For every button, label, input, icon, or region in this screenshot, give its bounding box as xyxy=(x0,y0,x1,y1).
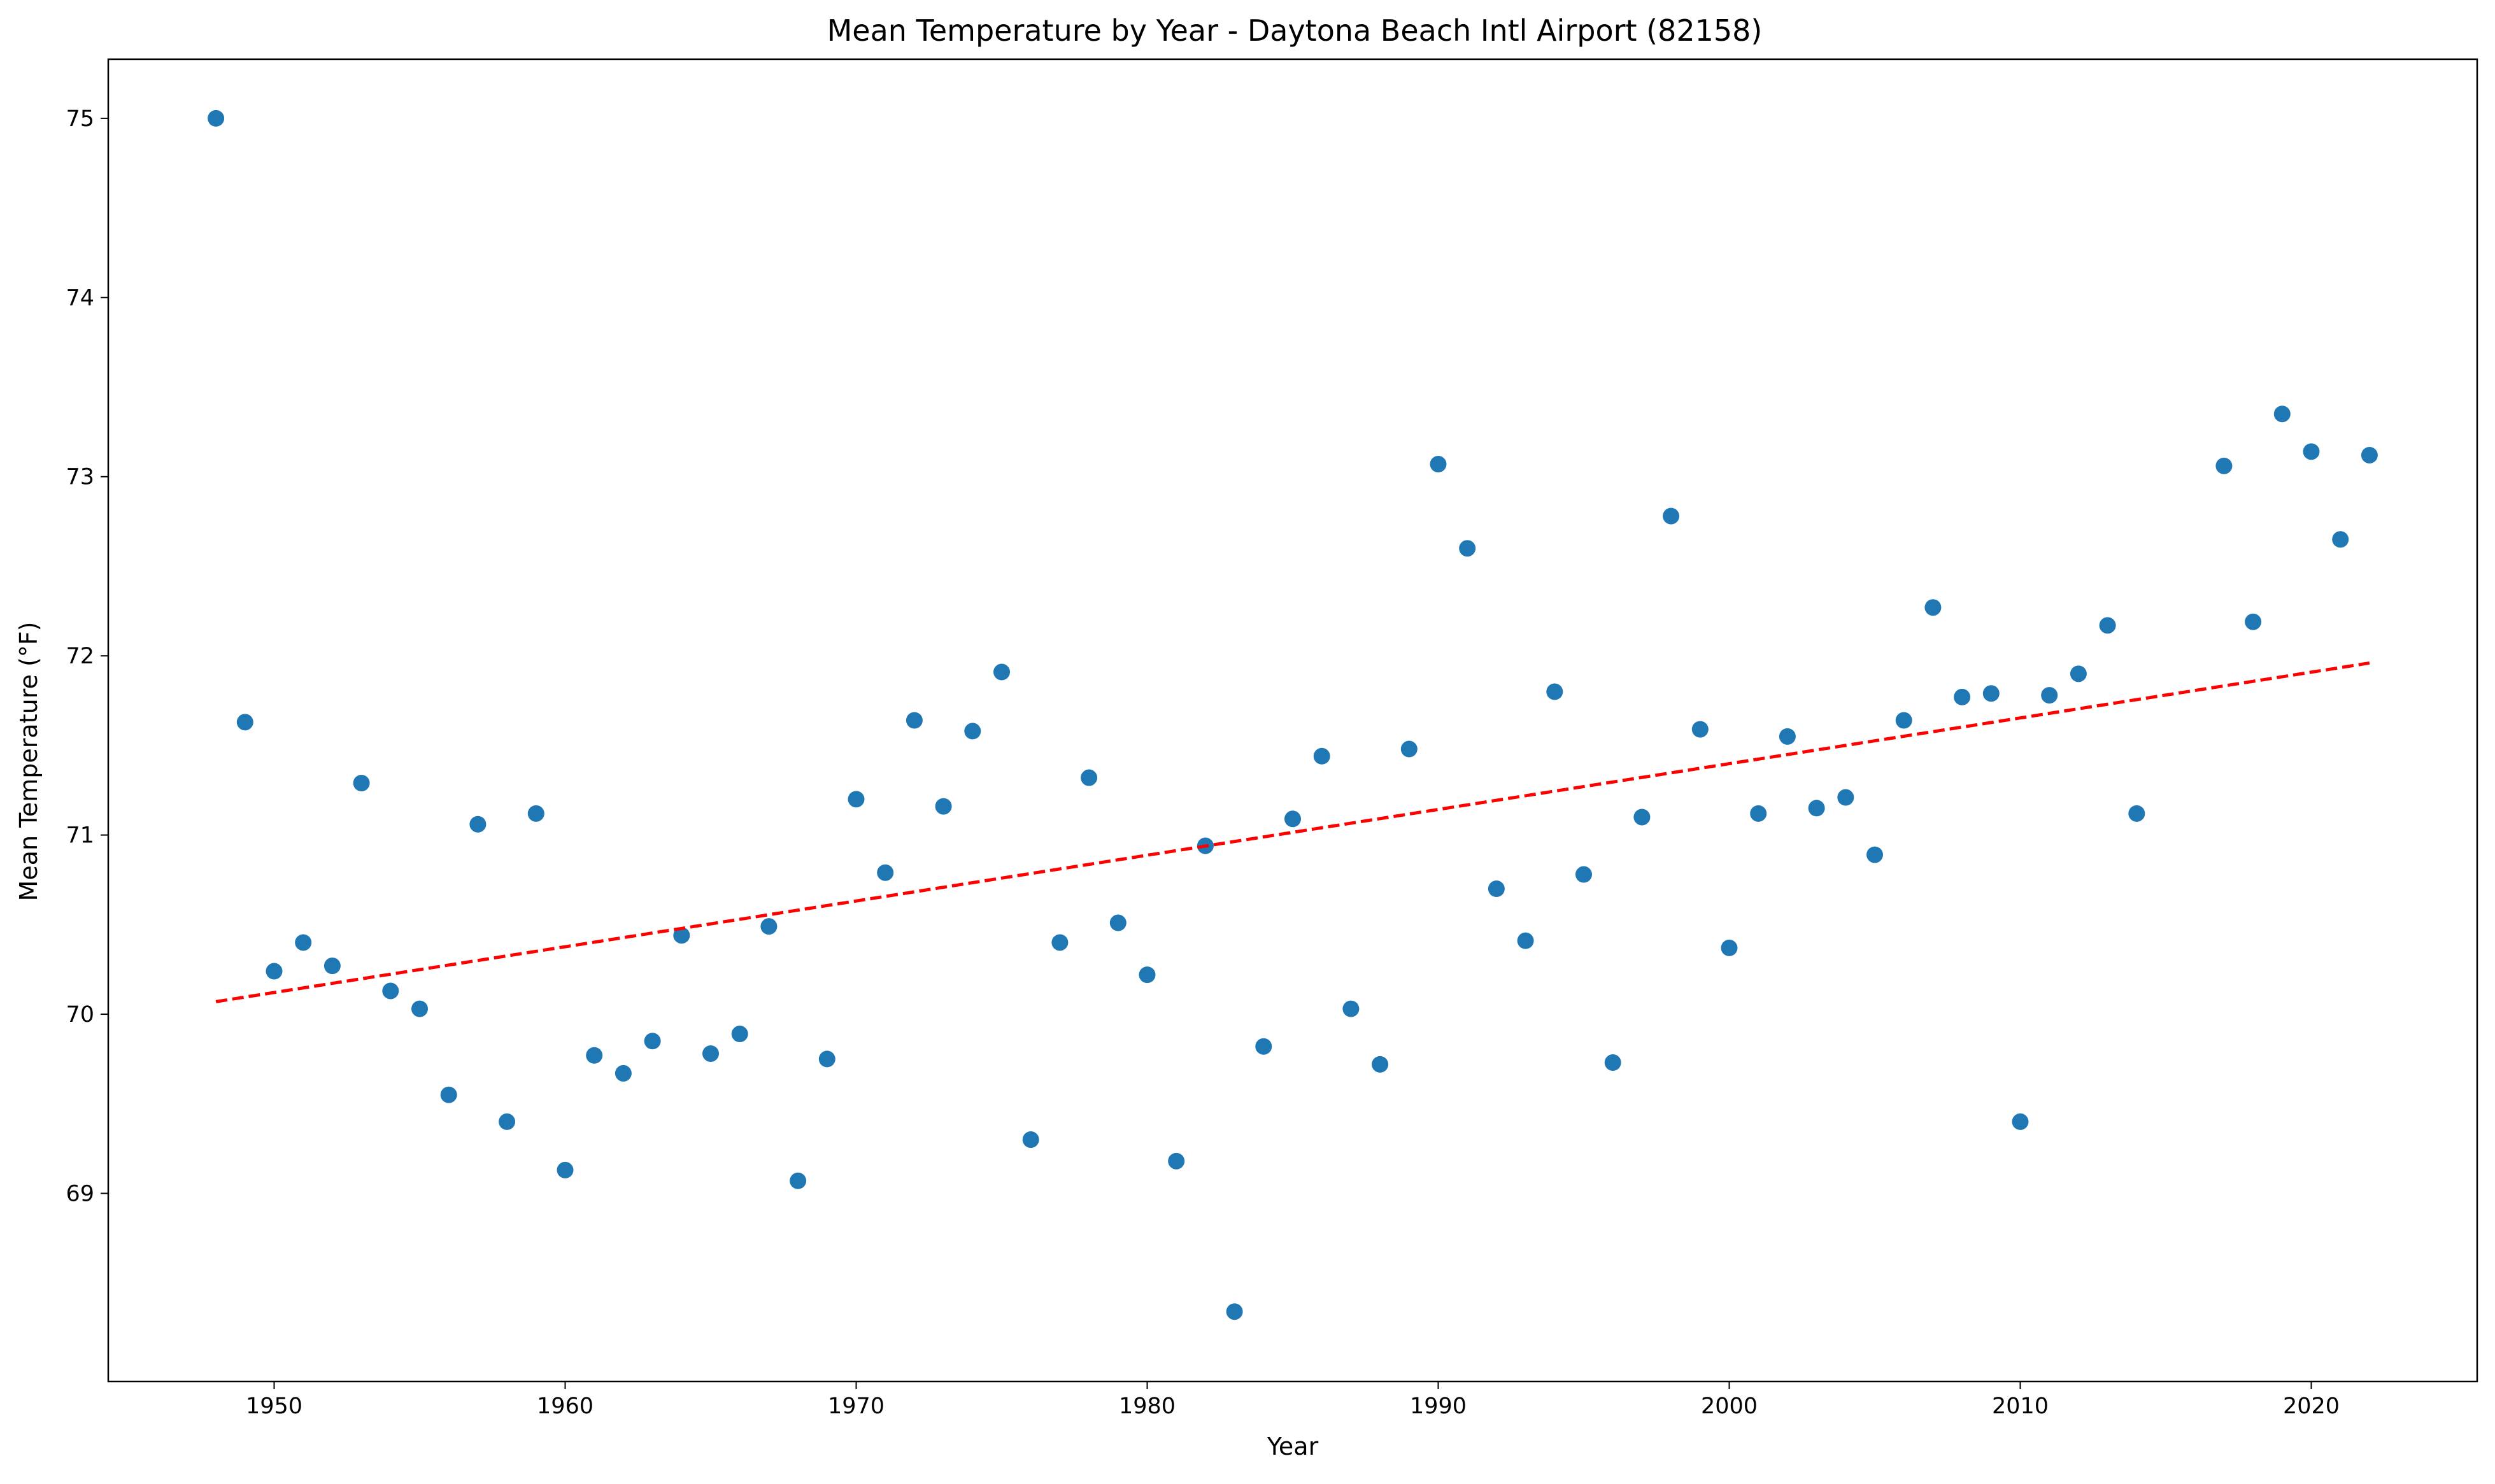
x-tick-label: 2020 xyxy=(2283,1394,2340,1419)
data-point xyxy=(1895,712,1912,729)
x-tick-label: 2000 xyxy=(1701,1394,1758,1419)
data-point xyxy=(790,1172,807,1189)
data-point xyxy=(2332,531,2349,548)
data-point xyxy=(1109,914,1127,931)
data-point xyxy=(1488,880,1505,898)
data-point xyxy=(1750,805,1767,822)
data-point xyxy=(935,798,952,815)
y-tick-label: 69 xyxy=(66,1181,94,1206)
data-point xyxy=(644,1033,661,1050)
data-point xyxy=(1313,747,1330,765)
data-point xyxy=(1663,507,1680,525)
x-tick-label: 1990 xyxy=(1410,1394,1467,1419)
y-tick-label: 70 xyxy=(66,1002,94,1028)
data-point xyxy=(1226,1303,1243,1320)
data-point xyxy=(673,927,690,944)
data-point xyxy=(527,805,544,822)
data-point xyxy=(615,1064,632,1082)
x-tick-label: 1950 xyxy=(246,1394,302,1419)
x-tick-label: 1960 xyxy=(537,1394,594,1419)
data-point xyxy=(2361,446,2378,463)
y-axis-label: Mean Temperature (°F) xyxy=(15,622,43,901)
data-point xyxy=(382,982,399,1000)
data-point xyxy=(1255,1038,1272,1055)
data-point xyxy=(1866,846,1884,863)
data-point xyxy=(2041,687,2058,704)
data-point xyxy=(1954,688,1971,705)
data-point xyxy=(323,958,341,975)
data-point xyxy=(586,1047,603,1064)
data-point xyxy=(236,714,253,731)
y-tick-label: 71 xyxy=(66,823,94,849)
data-point xyxy=(353,775,370,792)
x-tick-label: 1980 xyxy=(1119,1394,1176,1419)
data-point xyxy=(1459,540,1476,557)
data-point xyxy=(1721,939,1738,956)
data-point xyxy=(1372,1056,1389,1073)
y-tick-label: 73 xyxy=(66,465,94,490)
data-point xyxy=(2012,1113,2029,1130)
x-axis-label: Year xyxy=(1267,1432,1319,1460)
x-tick-label: 1970 xyxy=(828,1394,885,1419)
data-point xyxy=(731,1026,748,1043)
data-point xyxy=(499,1113,516,1130)
data-point xyxy=(993,663,1010,681)
data-point xyxy=(2215,457,2233,474)
plot-frame xyxy=(107,58,2478,1383)
data-point xyxy=(2303,443,2320,460)
data-point xyxy=(557,1161,574,1178)
data-point xyxy=(1924,599,1942,616)
data-point xyxy=(1051,934,1069,951)
data-point xyxy=(469,816,487,833)
data-point xyxy=(411,1000,428,1017)
data-point xyxy=(1982,685,2000,702)
data-point xyxy=(2128,805,2145,822)
data-point xyxy=(906,712,923,729)
data-point xyxy=(1081,769,1098,786)
data-point xyxy=(1808,800,1825,817)
data-point xyxy=(760,918,778,935)
data-point xyxy=(1430,456,1447,473)
data-point xyxy=(2273,406,2291,423)
data-point xyxy=(2070,665,2087,682)
data-point xyxy=(2245,613,2262,630)
data-point xyxy=(964,723,981,740)
data-point xyxy=(1575,866,1593,883)
data-point xyxy=(1546,683,1563,700)
y-tick-label: 72 xyxy=(66,644,94,669)
plot-area: 1950 1960 1970 1980 1990 2000 2010 2020 69 70 71 72… xyxy=(66,58,2478,1419)
data-point xyxy=(266,963,283,980)
data-point xyxy=(1633,809,1651,826)
data-point xyxy=(1400,740,1418,758)
data-point xyxy=(1342,1000,1360,1017)
data-point xyxy=(1022,1131,1039,1148)
data-point xyxy=(1139,966,1156,984)
data-point xyxy=(1779,728,1796,745)
x-tick-label: 2010 xyxy=(1992,1394,2049,1419)
data-point xyxy=(818,1050,835,1068)
y-tick-label: 74 xyxy=(66,285,94,311)
data-point xyxy=(1691,721,1709,738)
y-tick-label: 75 xyxy=(66,106,94,132)
data-point xyxy=(1168,1152,1185,1170)
chart-title: Mean Temperature by Year - Daytona Beach… xyxy=(827,13,1763,48)
data-point xyxy=(877,864,894,881)
data-point xyxy=(702,1045,719,1062)
data-point xyxy=(440,1086,457,1103)
data-point xyxy=(1284,810,1301,828)
data-point xyxy=(1837,789,1854,806)
data-point xyxy=(2099,617,2116,634)
data-point xyxy=(295,934,312,951)
data-point xyxy=(1604,1054,1621,1071)
data-point xyxy=(208,110,225,127)
data-point xyxy=(848,791,865,808)
data-point xyxy=(1517,932,1534,949)
